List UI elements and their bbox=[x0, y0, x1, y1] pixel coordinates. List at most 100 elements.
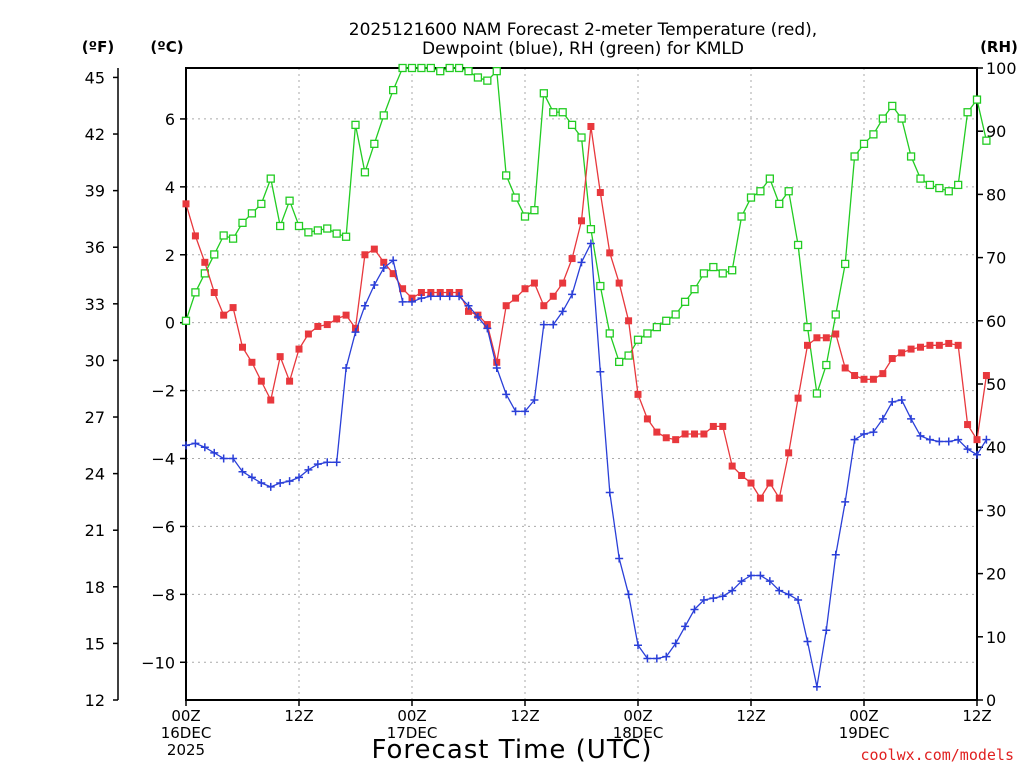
dewpoint-point bbox=[304, 465, 313, 474]
dewpoint-point bbox=[737, 577, 746, 586]
rh-point bbox=[285, 196, 294, 205]
time-tick-label: 12Z bbox=[284, 707, 313, 725]
dewpoint-point bbox=[850, 435, 859, 444]
rh-point bbox=[492, 67, 501, 76]
rh-point bbox=[379, 111, 388, 120]
dewpoint-point bbox=[596, 367, 605, 376]
rh-tick-label: 70 bbox=[986, 249, 1006, 268]
rh-point bbox=[332, 229, 341, 238]
temperature-point bbox=[257, 377, 265, 385]
dewpoint-point bbox=[586, 239, 595, 248]
dewpoint-point bbox=[295, 473, 303, 482]
dewpoint-point bbox=[869, 428, 878, 437]
dewpoint-point bbox=[219, 454, 228, 463]
celsius-unit-label: (ºC) bbox=[150, 38, 183, 56]
dewpoint-point bbox=[530, 396, 539, 405]
rh-point bbox=[878, 114, 887, 123]
dewpoint-point bbox=[841, 497, 850, 506]
temperature-point bbox=[540, 302, 548, 310]
temperature-point bbox=[380, 258, 388, 266]
dewpoint-point bbox=[860, 429, 868, 438]
celsius-tick-label: −2 bbox=[151, 382, 175, 401]
temperature-point bbox=[530, 279, 538, 287]
rh-tick-label: 60 bbox=[986, 312, 1006, 331]
rh-point bbox=[530, 206, 539, 215]
temperature-point bbox=[813, 334, 821, 342]
time-tick-label: 00Z bbox=[623, 707, 652, 725]
dewpoint-point bbox=[266, 482, 275, 491]
dewpoint-point bbox=[464, 301, 473, 310]
temperature-point bbox=[775, 494, 783, 502]
temperature-point bbox=[286, 377, 294, 385]
temperature-point bbox=[794, 394, 802, 402]
temperature-point bbox=[304, 330, 312, 338]
rh-point bbox=[276, 221, 285, 231]
temperature-point bbox=[700, 430, 708, 438]
rh-point bbox=[841, 259, 850, 269]
temperature-point bbox=[615, 279, 623, 287]
dewpoint-point bbox=[794, 596, 803, 605]
dewpoint-point bbox=[784, 590, 793, 599]
fahrenheit-tick-label: 33 bbox=[85, 295, 105, 314]
rh-point bbox=[539, 89, 548, 98]
dewpoint-point bbox=[709, 594, 718, 603]
dewpoint-point bbox=[624, 590, 633, 599]
dewpoint-point bbox=[408, 297, 416, 306]
rh-point bbox=[181, 316, 191, 325]
dewpoint-point bbox=[822, 626, 831, 635]
dewpoint-point bbox=[549, 320, 558, 329]
rh-point bbox=[417, 63, 426, 73]
dewpoint-point bbox=[756, 571, 765, 580]
fahrenheit-tick-label: 30 bbox=[85, 351, 105, 370]
rh-point bbox=[407, 63, 417, 73]
credit-label: coolwx.com/models bbox=[860, 746, 1014, 764]
rh-point bbox=[389, 85, 398, 95]
dewpoint-point bbox=[332, 458, 341, 467]
temperature-point bbox=[333, 315, 341, 323]
temperature-point bbox=[898, 349, 906, 357]
rh-point bbox=[671, 310, 680, 319]
dewpoint-point bbox=[973, 450, 981, 459]
temperature-point bbox=[672, 436, 680, 444]
rh-point bbox=[586, 225, 596, 234]
temperature-point bbox=[314, 322, 322, 330]
rh-point bbox=[709, 262, 718, 272]
fahrenheit-tick-label: 15 bbox=[85, 634, 105, 653]
fahrenheit-tick-label: 45 bbox=[85, 68, 105, 87]
rh-point bbox=[765, 174, 774, 183]
dewpoint-point bbox=[728, 586, 737, 595]
series-temperature bbox=[182, 122, 990, 502]
fahrenheit-tick-label: 24 bbox=[85, 465, 105, 484]
rh-tick-label: 30 bbox=[986, 501, 1006, 520]
rh-point bbox=[341, 232, 351, 241]
temperature-point bbox=[201, 258, 209, 266]
dewpoint-point bbox=[492, 363, 501, 372]
dewpoint-point bbox=[775, 586, 784, 595]
fahrenheit-tick-label: 42 bbox=[85, 125, 105, 144]
temperature-point bbox=[832, 330, 840, 338]
celsius-tick-label: −8 bbox=[151, 585, 175, 604]
dewpoint-point bbox=[445, 292, 454, 301]
rh-point bbox=[596, 281, 605, 291]
dewpoint-point bbox=[521, 407, 529, 416]
rh-point bbox=[624, 351, 633, 360]
temperature-point bbox=[926, 341, 934, 349]
rh-point bbox=[831, 310, 840, 319]
fahrenheit-tick-label: 36 bbox=[85, 238, 105, 257]
rh-point bbox=[398, 63, 407, 73]
temperature-point bbox=[229, 304, 237, 312]
fahrenheit-tick-label: 18 bbox=[85, 578, 105, 597]
temperature-point bbox=[945, 339, 953, 347]
dewpoint-point bbox=[907, 414, 916, 423]
rh-point bbox=[652, 322, 661, 332]
temperature-point bbox=[869, 375, 877, 383]
rh-point bbox=[982, 136, 991, 145]
temperature-point bbox=[587, 122, 595, 130]
rh-point bbox=[680, 297, 690, 306]
temperature-point bbox=[766, 479, 774, 487]
rh-point bbox=[304, 228, 313, 237]
dewpoint-point bbox=[313, 460, 322, 469]
celsius-tick-label: 2 bbox=[165, 246, 175, 265]
plot-axes bbox=[117, 67, 978, 701]
date-tick-label: 2025 bbox=[167, 741, 205, 759]
